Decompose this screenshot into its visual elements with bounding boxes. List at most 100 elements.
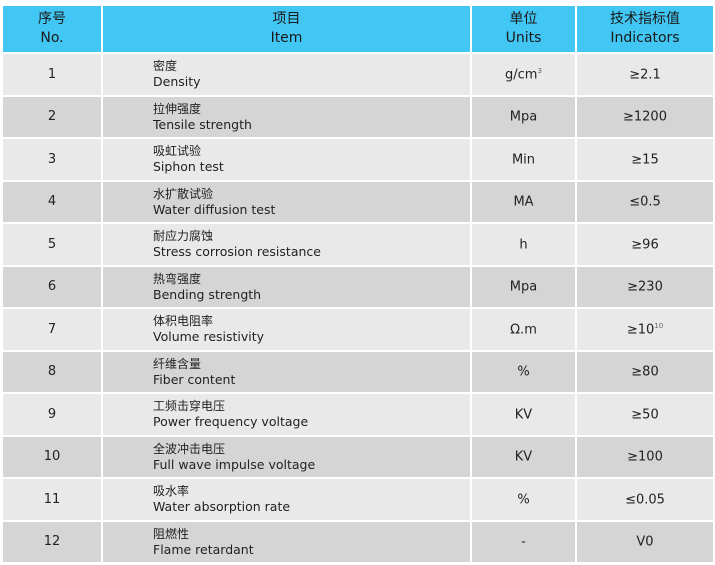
unit-text: % <box>517 491 530 507</box>
header-item-en: Item <box>270 30 303 46</box>
header-item: 项目 Item <box>103 6 470 52</box>
cell-indicator: ≥2.1 <box>577 54 713 95</box>
table-row: 10 全波冲击电压 Full wave impulse voltage KV ≥100 <box>3 436 713 477</box>
cell-indicator: ≥230 <box>577 266 713 307</box>
cell-no: 6 <box>3 266 101 307</box>
cell-unit: - <box>472 521 575 562</box>
cell-unit: KV <box>472 436 575 477</box>
cell-indicator: ≤0.5 <box>577 181 713 222</box>
cell-indicator: V0 <box>577 521 713 562</box>
indicator-text: V0 <box>636 534 654 550</box>
header-no-en: No. <box>40 30 64 46</box>
item-zh: 吸虹试验 <box>153 144 202 159</box>
indicator-sup: 10 <box>654 321 664 330</box>
cell-indicator: ≥100 <box>577 436 713 477</box>
cell-unit: KV <box>472 394 575 435</box>
table-row: 3 吸虹试验 Siphon test Min ≥15 <box>3 139 713 180</box>
header-row: 序号 No. 项目 Item 单位 Units 技术指标值 Indicators <box>3 6 713 52</box>
cell-indicator: ≥1010 <box>577 309 713 350</box>
item-en: Water diffusion test <box>153 201 276 217</box>
unit-sup: 3 <box>537 66 542 75</box>
cell-unit: Mpa <box>472 266 575 307</box>
cell-item: 吸虹试验 Siphon test <box>103 139 470 180</box>
table-row: 9 工频击穿电压 Power frequency voltage KV ≥50 <box>3 394 713 435</box>
cell-item: 热弯强度 Bending strength <box>103 266 470 307</box>
cell-unit: Mpa <box>472 96 575 137</box>
item-zh: 阻燃性 <box>153 526 190 541</box>
table-row: 4 水扩散试验 Water diffusion test MA ≤0.5 <box>3 181 713 222</box>
item-en: Volume resistivity <box>153 329 265 345</box>
item-zh: 耐应力腐蚀 <box>153 229 214 244</box>
table-row: 5 耐应力腐蚀 Stress corrosion resistance h ≥96 <box>3 224 713 265</box>
cell-no: 11 <box>3 479 101 520</box>
header-units: 单位 Units <box>472 6 575 52</box>
item-zh: 工频击穿电压 <box>153 399 226 414</box>
indicator-text: ≥2.1 <box>629 66 661 82</box>
cell-indicator: ≥96 <box>577 224 713 265</box>
unit-text: % <box>517 364 530 380</box>
cell-no: 4 <box>3 181 101 222</box>
unit-text: Mpa <box>509 109 538 125</box>
cell-unit: g/cm3 <box>472 54 575 95</box>
cell-unit: Min <box>472 139 575 180</box>
item-zh: 纤维含量 <box>153 356 202 371</box>
item-zh: 拉伸强度 <box>153 101 202 116</box>
item-en: Water absorption rate <box>153 499 291 515</box>
header-units-en: Units <box>505 30 542 46</box>
cell-unit: % <box>472 351 575 392</box>
cell-unit: h <box>472 224 575 265</box>
indicator-text: ≥230 <box>627 279 663 295</box>
cell-unit: MA <box>472 181 575 222</box>
cell-no: 7 <box>3 309 101 350</box>
item-en: Density <box>153 74 201 90</box>
cell-indicator: ≥1200 <box>577 96 713 137</box>
header-no: 序号 No. <box>3 6 101 52</box>
cell-unit: % <box>472 479 575 520</box>
unit-text: KV <box>514 449 533 465</box>
cell-unit: Ω.m <box>472 309 575 350</box>
indicator-text: ≤0.05 <box>625 491 665 507</box>
unit-text: g/cm <box>505 66 538 82</box>
table-row: 12 阻燃性 Flame retardant - V0 <box>3 521 713 562</box>
table-row: 2 拉伸强度 Tensile strength Mpa ≥1200 <box>3 96 713 137</box>
table-row: 6 热弯强度 Bending strength Mpa ≥230 <box>3 266 713 307</box>
cell-indicator: ≥50 <box>577 394 713 435</box>
item-zh: 体积电阻率 <box>153 314 214 329</box>
unit-text: KV <box>514 406 533 422</box>
cell-item: 拉伸强度 Tensile strength <box>103 96 470 137</box>
item-zh: 水扩散试验 <box>153 186 214 201</box>
item-en: Fiber content <box>153 371 236 387</box>
cell-no: 3 <box>3 139 101 180</box>
item-en: Power frequency voltage <box>153 414 309 430</box>
cell-indicator: ≤0.05 <box>577 479 713 520</box>
item-en: Bending strength <box>153 286 262 302</box>
indicator-text: ≥10 <box>626 321 655 337</box>
table-row: 11 吸水率 Water absorption rate% ≤0.05 <box>3 479 713 520</box>
header-no-zh: 序号 <box>38 11 66 27</box>
cell-item: 阻燃性 Flame retardant <box>103 521 470 562</box>
cell-no: 2 <box>3 96 101 137</box>
item-zh: 吸水率 <box>153 484 190 499</box>
item-zh: 密度 <box>153 59 178 74</box>
cell-item: 密度 Density <box>103 54 470 95</box>
cell-item: 体积电阻率 Volume resistivity <box>103 309 470 350</box>
indicator-text: ≥1200 <box>623 109 667 125</box>
cell-no: 12 <box>3 521 101 562</box>
cell-no: 8 <box>3 351 101 392</box>
indicator-text: ≥80 <box>631 364 659 380</box>
unit-text: - <box>521 534 526 550</box>
table-row: 1 密度 Density g/cm3 ≥2.1 <box>3 54 713 95</box>
specs-table: 序号 No. 项目 Item 单位 Units 技术指标值 Indicators 1 密度… <box>1 4 715 564</box>
item-en: Tensile strength <box>153 116 252 132</box>
item-en: Siphon test <box>153 159 224 175</box>
item-en: Flame retardant <box>153 541 254 557</box>
header-item-zh: 项目 <box>272 11 301 27</box>
item-zh: 全波冲击电压 <box>153 441 226 456</box>
table-row: 7 体积电阻率 Volume resistivity Ω.m ≥1010 <box>3 309 713 350</box>
header-indicators: 技术指标值 Indicators <box>577 6 713 52</box>
cell-item: 水扩散试验 Water diffusion test <box>103 181 470 222</box>
indicator-text: ≤0.5 <box>629 194 661 210</box>
item-en: Full wave impulse voltage <box>153 456 316 472</box>
unit-text: MA <box>513 194 534 210</box>
item-zh: 热弯强度 <box>153 271 202 286</box>
